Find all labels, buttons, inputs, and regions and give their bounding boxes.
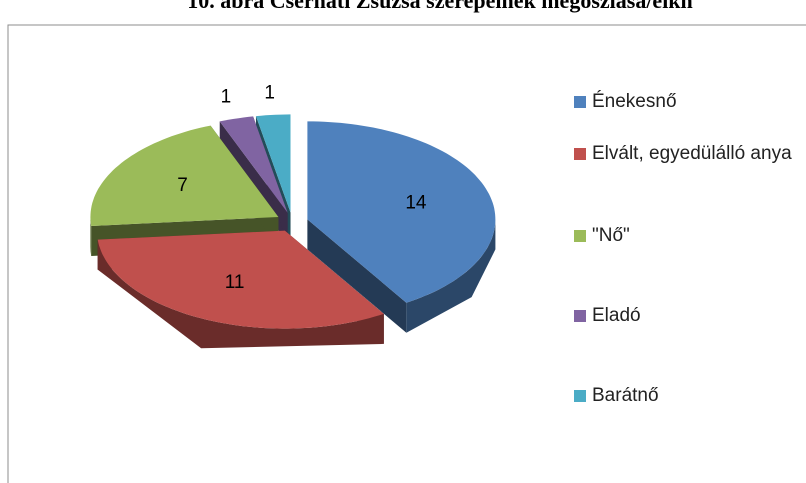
slice-wall — [97, 239, 384, 349]
data-label: 7 — [177, 175, 188, 196]
legend-item: "Nő" — [574, 222, 799, 250]
legend-swatch — [574, 310, 586, 322]
legend-label: Elvált, egyedülálló anya — [592, 143, 792, 164]
legend-swatch — [574, 96, 586, 108]
pie — [90, 114, 496, 349]
legend-swatch — [574, 390, 586, 402]
chart-title: 10. ábra Csernáti Zsuzsa szerepeinek meg… — [187, 0, 693, 13]
slice-top — [219, 116, 288, 213]
legend-item: Eladó — [574, 302, 799, 330]
pie-slice — [307, 121, 496, 333]
legend-item: Barátnő — [574, 382, 799, 410]
pie-slice — [97, 230, 384, 349]
legend-label: Eladó — [592, 305, 641, 326]
legend-label: "Nő" — [592, 225, 630, 246]
slice-wall — [406, 219, 496, 333]
data-label: 1 — [264, 82, 275, 103]
slice-top — [256, 114, 291, 213]
legend-item: Elvált, egyedülálló anya — [574, 140, 799, 168]
slice-wall — [90, 216, 92, 256]
legend-swatch — [574, 230, 586, 242]
legend-label: Énekesnő — [592, 91, 677, 112]
slice-top — [97, 230, 384, 329]
data-label: 14 — [405, 192, 427, 213]
slice-top — [90, 125, 279, 226]
chart-frame — [7, 24, 806, 483]
data-label: 1 — [221, 87, 232, 108]
slice-top — [307, 121, 496, 303]
legend-swatch — [574, 148, 586, 160]
slice-side — [307, 219, 407, 333]
legend-item: Énekesnő — [574, 88, 799, 116]
data-label: 11 — [225, 272, 245, 293]
legend-label: Barátnő — [592, 385, 659, 406]
